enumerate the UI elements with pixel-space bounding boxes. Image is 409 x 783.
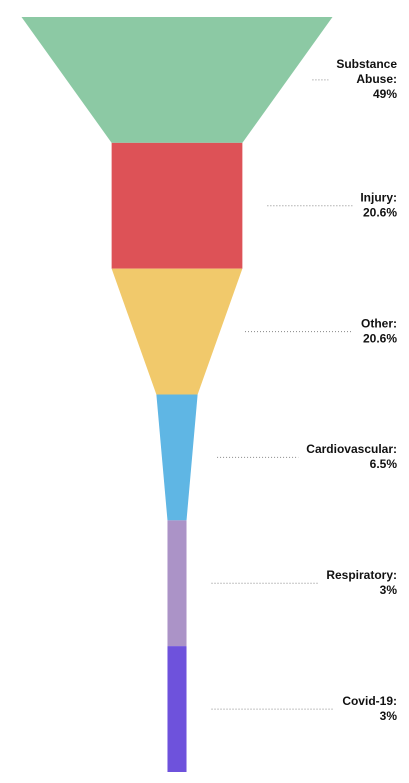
category-label: Injury: [360, 190, 397, 204]
funnel-segment [156, 394, 198, 521]
funnel-segment [167, 520, 187, 647]
value-label: 49% [373, 87, 397, 101]
category-label-line: Abuse: [353, 72, 397, 86]
value-label: 6.5% [370, 457, 398, 471]
category-label: Substance Abuse: [336, 57, 397, 86]
funnel-segment [21, 17, 333, 143]
category-label: Respiratory: [326, 568, 397, 582]
category-label-line: Substance [336, 57, 397, 71]
funnel-segment [111, 142, 243, 269]
value-label: 20.6% [363, 331, 397, 345]
funnel-segment [111, 268, 243, 395]
value-label: 20.6% [363, 205, 397, 219]
category-label: Other: [361, 316, 397, 330]
funnel-segment [167, 646, 187, 772]
value-label: 3% [380, 583, 398, 597]
category-label: Cardiovascular: [306, 442, 397, 456]
category-label: Covid-19: [342, 694, 397, 708]
value-label: 3% [380, 709, 398, 723]
